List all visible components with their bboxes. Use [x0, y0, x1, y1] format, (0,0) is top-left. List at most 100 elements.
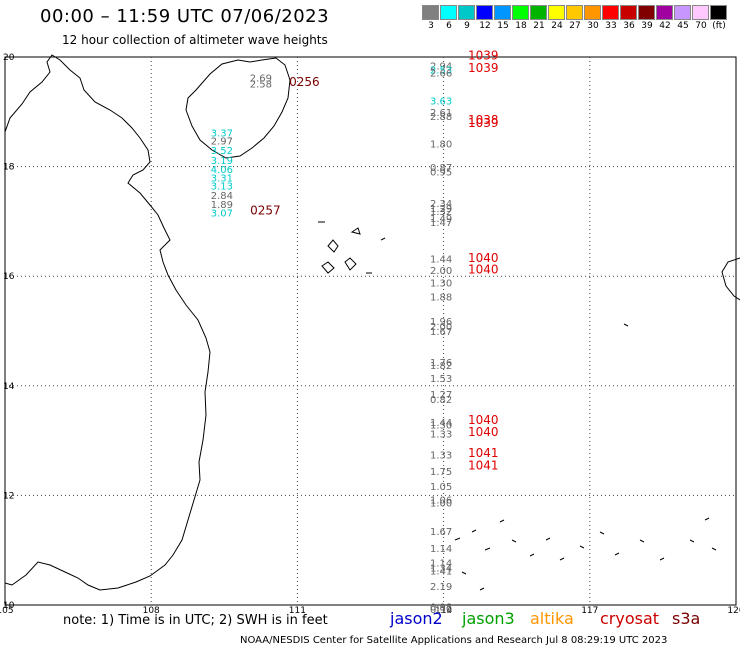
- pass-time-labels: 1039103910381039104010401040104010411041…: [250, 49, 498, 473]
- legend-swatch: [512, 5, 529, 20]
- longitude-label: 117: [581, 606, 598, 616]
- pass-time-label: 1041: [468, 459, 499, 473]
- axis-labels: 105 108 111 114 117 120 20 18 16 14 12 10: [0, 53, 740, 616]
- pass-time-label: 1038: [468, 113, 499, 127]
- wave-height-value: 1.33: [430, 451, 452, 462]
- legend-tick-label: 36: [623, 21, 635, 31]
- wave-height-value: 3.07: [211, 208, 233, 219]
- wave-height-color-legend: 3 6 9 12 15 18 21 24 27 30 33 36 39 42 45 70 (ft): [422, 5, 728, 33]
- legend-swatch: [476, 5, 493, 20]
- paracel-islands: [318, 221, 386, 274]
- legend-swatch: [620, 5, 637, 20]
- wave-height-value: 1.53: [430, 374, 452, 385]
- wave-height-value: 2.69: [250, 74, 272, 85]
- wave-height-value: 1.67: [430, 527, 452, 538]
- wave-height-value: 1.00: [430, 498, 452, 509]
- wave-height-value: 2.00: [430, 322, 452, 333]
- legend-tick-label: 27: [569, 21, 581, 31]
- wave-height-value: 0.95: [430, 167, 452, 178]
- legend-swatch: [494, 5, 511, 20]
- legend-tick-label: (ft): [712, 21, 726, 31]
- wave-height-value: 2.84: [211, 191, 233, 202]
- vietnam-coastline: [4, 54, 211, 591]
- wave-height-value: 2.97: [211, 137, 233, 148]
- wave-height-value: 1.14: [430, 544, 452, 555]
- longitude-label: 108: [143, 606, 160, 616]
- pass-time-label: 1040: [468, 425, 499, 439]
- wave-height-value: 1.80: [430, 139, 452, 150]
- legend-swatch: [548, 5, 565, 20]
- latitude-label: 10: [3, 601, 15, 611]
- wave-height-value: 1.44: [430, 418, 452, 429]
- legend-tick-label: 15: [497, 21, 509, 31]
- legend-swatch: [602, 5, 619, 20]
- legend-tick-label: 12: [479, 21, 491, 31]
- wave-height-value: 1.32: [430, 207, 452, 218]
- wave-height-value: 0.98: [430, 602, 452, 613]
- legend-tick-label: 39: [641, 21, 653, 31]
- legend-swatch: [638, 5, 655, 20]
- wave-height-value: 4.06: [211, 165, 233, 176]
- graticule: [4, 56, 737, 606]
- longitude-label: 105: [0, 606, 14, 616]
- wave-height-value: 1.76: [430, 358, 452, 369]
- latitude-label: 20: [3, 53, 15, 63]
- wave-height-value: 2.19: [430, 582, 452, 593]
- wave-height-value: 1.33: [430, 429, 452, 440]
- coastline: [4, 54, 740, 591]
- wave-height-value: 2.94: [430, 62, 452, 73]
- legend-tick-label: 45: [677, 21, 689, 31]
- legend-tick-label: 6: [446, 21, 452, 31]
- wave-height-value: 3.37: [211, 128, 233, 139]
- footnote: note: 1) Time is in UTC; 2) SWH is in fe…: [63, 613, 328, 628]
- latitude-label: 16: [3, 272, 15, 282]
- wave-height-value: 1.82: [430, 361, 452, 372]
- wave-height-value: 1.41: [430, 566, 452, 577]
- pass-time-label: 0256: [289, 75, 320, 89]
- legend-swatch: [530, 5, 547, 20]
- longitude-label: 114: [435, 606, 452, 616]
- longitude-label: 120: [727, 606, 740, 616]
- legend-swatch: [422, 5, 439, 20]
- wave-height-value: 1.75: [430, 467, 452, 478]
- satellite-name: s3a: [672, 609, 701, 628]
- legend-swatch: [566, 5, 583, 20]
- wave-height-value: 2.66: [430, 69, 452, 80]
- legend-tick-label: 3: [428, 21, 434, 31]
- wave-height-value: 1.96: [430, 317, 452, 328]
- legend-tick-label: 24: [551, 21, 563, 31]
- legend-tick-label: 9: [464, 21, 470, 31]
- legend-tick-label: 18: [515, 21, 527, 31]
- wave-height-labels: 2.942.532.66 3.632.612.88 1.80 0.870.95 2.34…: [211, 62, 453, 617]
- pass-time-label: 1040: [468, 251, 499, 265]
- legend-swatch: [656, 5, 673, 20]
- wave-height-value: 3.63: [430, 97, 452, 108]
- wave-height-value: 1.06: [430, 496, 452, 507]
- credit-line: NOAA/NESDIS Center for Satellite Applica…: [240, 635, 668, 646]
- pass-time-label: 1040: [468, 262, 499, 276]
- legend-swatch: [692, 5, 709, 20]
- legend-tick-label: 42: [659, 21, 671, 31]
- wave-height-value: 1.47: [430, 218, 452, 229]
- hainan-island-coastline: [185, 57, 291, 159]
- longitude-label: 111: [289, 606, 306, 616]
- satellite-name: cryosat: [600, 609, 660, 628]
- wave-height-value: 2.34: [430, 199, 452, 210]
- map-title: 00:00 – 11:59 UTC 07/06/2023: [40, 6, 330, 27]
- legend-tick-label: 70: [695, 21, 707, 31]
- wave-height-value: 1.05: [430, 482, 452, 493]
- wave-height-value: 3.13: [211, 182, 233, 193]
- wave-height-value: 2.61: [430, 108, 452, 119]
- legend-swatch: [710, 5, 727, 20]
- philippines-coastline: [721, 257, 740, 301]
- wave-height-value: 0.99: [430, 605, 452, 616]
- legend-tick-label: 21: [533, 21, 545, 31]
- wave-height-value: 1.30: [430, 421, 452, 432]
- latitude-label: 12: [3, 491, 14, 501]
- wave-height-value: 1.88: [430, 292, 452, 303]
- wave-height-value: 1.29: [430, 204, 452, 215]
- legend-swatch: [584, 5, 601, 20]
- map-frame: [4, 56, 737, 606]
- wave-height-value: 3.31: [211, 173, 233, 184]
